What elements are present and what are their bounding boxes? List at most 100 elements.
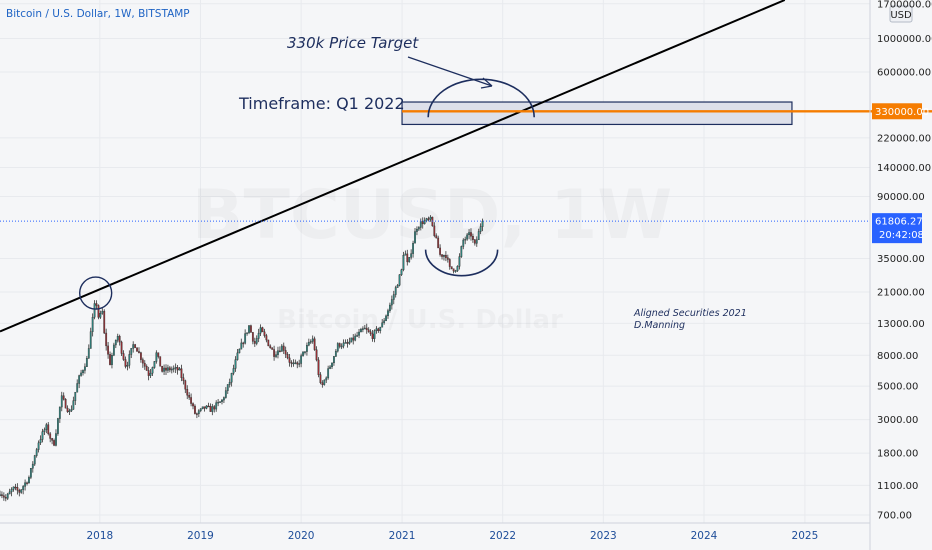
- target-price-badge: [872, 103, 922, 120]
- candle-body: [479, 226, 482, 232]
- candle-body: [290, 362, 293, 364]
- candle-body: [263, 331, 266, 336]
- annotation-arrow-shaft: [407, 56, 493, 87]
- candle-body: [49, 433, 52, 439]
- candle-body: [68, 410, 71, 413]
- candle-body: [304, 351, 306, 353]
- candle-body: [367, 329, 370, 332]
- candle-body: [298, 363, 301, 365]
- candle-body: [78, 375, 81, 384]
- candle-body: [242, 342, 245, 345]
- candle-body: [234, 359, 237, 369]
- candle-body: [352, 337, 355, 341]
- candle-body: [433, 225, 436, 236]
- candle-body: [4, 497, 7, 499]
- candle-body: [223, 397, 225, 401]
- candle-body: [379, 326, 382, 332]
- candle-body: [207, 405, 210, 408]
- candle-body: [132, 344, 135, 349]
- candle-body: [232, 368, 235, 374]
- candle-body: [64, 399, 67, 409]
- candle-body: [157, 352, 160, 357]
- candle-body: [89, 331, 92, 349]
- watermark-subtitle: Bitcoin / U.S. Dollar: [277, 305, 563, 335]
- candle-body: [331, 362, 333, 368]
- candle-body: [224, 390, 227, 398]
- currency-badge[interactable]: [889, 5, 913, 23]
- candle-body: [412, 242, 414, 254]
- y-tick-label: 1000000.00: [877, 34, 932, 45]
- candle-body: [410, 253, 413, 258]
- x-tick-label: 2024: [691, 530, 718, 542]
- candle-body: [1, 494, 3, 496]
- candle-body: [286, 353, 289, 359]
- candle-body: [404, 253, 407, 256]
- target-price-label: 330000.00: [875, 107, 929, 118]
- annotation-credit-1[interactable]: Aligned Securities 2021: [633, 308, 747, 319]
- watermark: BTCUSD, 1W: [192, 176, 673, 255]
- x-tick-label: 2019: [187, 530, 214, 542]
- candle-body: [122, 353, 125, 360]
- annotation-price-target[interactable]: 330k Price Target: [287, 34, 419, 52]
- candle-body: [10, 489, 13, 493]
- x-tick-label: 2025: [792, 530, 819, 542]
- candle-body: [37, 442, 40, 450]
- candle-body: [178, 368, 181, 371]
- candle-body: [348, 341, 351, 344]
- candle-body: [439, 247, 442, 255]
- candle-body: [134, 344, 137, 348]
- symbol-title[interactable]: Bitcoin / U.S. Dollar, 1W, BITSTAMP: [6, 8, 190, 20]
- candle-body: [172, 368, 175, 370]
- candle-body: [282, 345, 285, 351]
- candle-body: [361, 328, 364, 330]
- annotation-timeframe[interactable]: Timeframe: Q1 2022: [238, 94, 405, 113]
- candle-body: [72, 400, 75, 410]
- candle-body: [443, 254, 445, 257]
- candle-body: [74, 391, 77, 401]
- candle-body: [392, 294, 395, 300]
- candle-body: [344, 342, 347, 344]
- candle-body: [414, 231, 416, 244]
- candle-body: [406, 253, 409, 263]
- candle-body: [400, 269, 403, 275]
- candle-body: [427, 218, 430, 220]
- candle-body: [336, 343, 339, 352]
- candle-body: [85, 358, 88, 367]
- candle-body: [300, 355, 303, 364]
- candle-body: [417, 227, 420, 230]
- candle-body: [203, 406, 206, 409]
- candle-body: [114, 339, 117, 346]
- candle-body: [20, 489, 23, 493]
- candle-body: [45, 424, 48, 431]
- candle-body: [280, 345, 283, 352]
- candle-body: [435, 235, 438, 239]
- annotation-credit-2[interactable]: D.Manning: [634, 320, 685, 331]
- candle-body: [468, 232, 470, 236]
- candle-body: [288, 357, 291, 363]
- candle-body: [109, 354, 111, 365]
- y-tick-label: 220000.00: [877, 133, 931, 144]
- candle-body: [28, 477, 30, 484]
- candle-body: [211, 406, 214, 412]
- candle-body: [416, 228, 418, 232]
- candle-body: [244, 333, 247, 344]
- candle-body: [130, 348, 133, 355]
- overlay-layer: [0, 0, 932, 333]
- candle-body: [141, 359, 144, 364]
- price-axis[interactable]: USD 1700000.00 1000000.00 600000.00 220000.…: [869, 0, 932, 550]
- candle-body: [464, 238, 467, 241]
- candle-body: [111, 355, 113, 365]
- candle-body: [444, 254, 447, 258]
- candle-body: [369, 331, 372, 335]
- candle-body: [278, 350, 281, 353]
- candle-body: [385, 315, 387, 321]
- y-tick-label: 1800.00: [877, 449, 918, 460]
- candle-body: [6, 493, 9, 499]
- candle-body: [226, 384, 229, 391]
- candle-body: [174, 367, 177, 369]
- time-axis[interactable]: 2018 2019 2020 2021 2022 2023 2024 2025: [0, 522, 870, 542]
- candle-body: [236, 352, 239, 360]
- candle-body: [39, 439, 42, 444]
- candle-body: [387, 310, 389, 317]
